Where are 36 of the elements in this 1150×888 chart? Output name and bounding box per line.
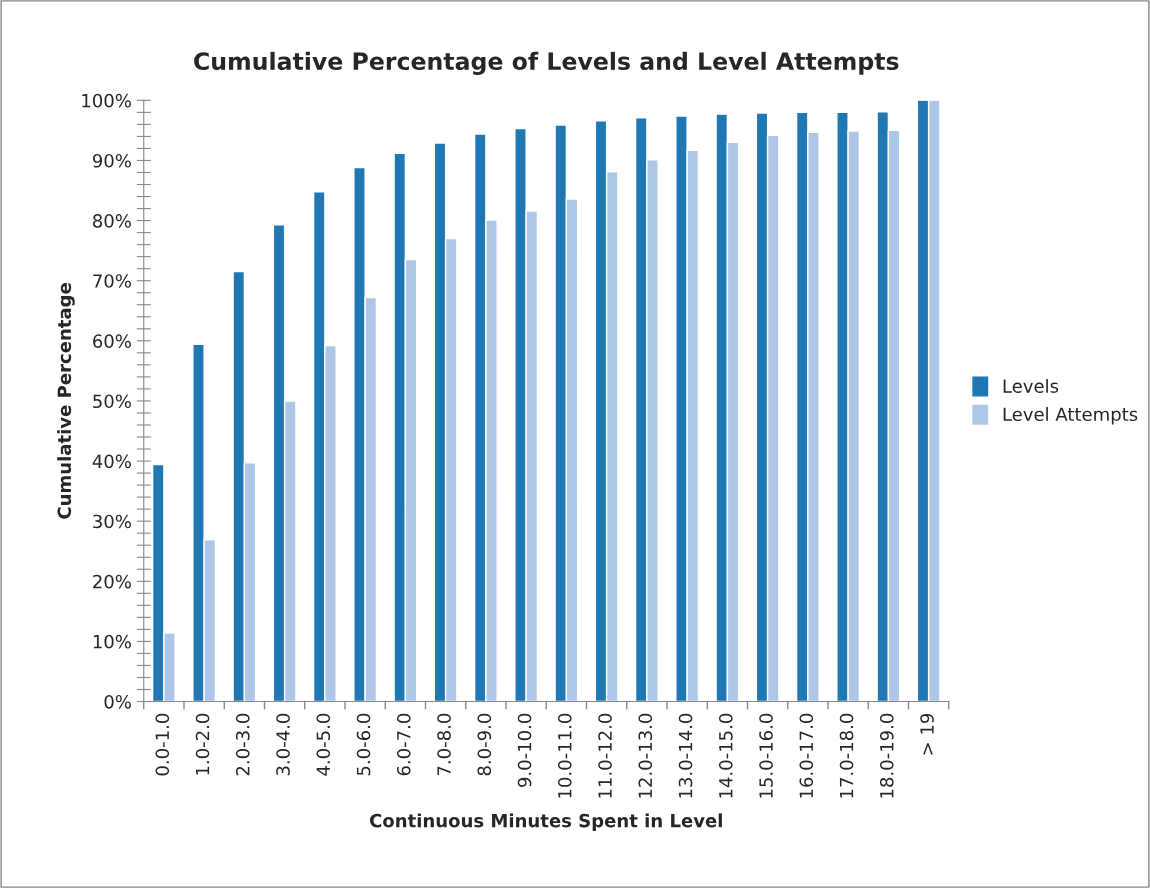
x-tick-label: > 19 (920, 713, 934, 755)
y-tick-label: 20% (93, 574, 131, 589)
legend-label: Level Attempts (1003, 407, 1138, 425)
y-tick-label: 30% (93, 514, 131, 529)
x-tick-label: 4.0-5.0 (316, 713, 331, 776)
x-tick-label: 2.0-3.0 (235, 713, 250, 776)
x-tick-label: 7.0-8.0 (437, 713, 451, 776)
x-tick-label: 10.0-11.0 (557, 713, 572, 798)
x-tick-label: 16.0-17.0 (799, 713, 814, 798)
y-axis-title: Cumulative Percentage (57, 283, 75, 519)
x-tick-label: 3.0-4.0 (276, 713, 290, 776)
x-tick-label: 1.0-2.0 (195, 713, 210, 775)
y-tick-label: 10% (93, 634, 131, 649)
x-tick-label: 0.0-1.0 (155, 713, 170, 776)
x-tick-label: 12.0-13.0 (638, 713, 653, 798)
x-tick-label: 6.0-7.0 (396, 713, 411, 776)
y-tick-label: 0% (104, 694, 131, 709)
y-tick-label: 80% (93, 214, 131, 228)
x-tick-label: 11.0-12.0 (598, 713, 612, 798)
x-tick-label: 14.0-15.0 (718, 713, 733, 798)
y-tick-label: 60% (93, 334, 131, 348)
y-tick-label: 100% (82, 93, 131, 108)
x-tick-label: 5.0-6.0 (356, 713, 371, 776)
legend-label: Levels (1003, 378, 1059, 393)
y-tick-label: 50% (93, 394, 131, 409)
x-tick-label: 13.0-14.0 (678, 713, 693, 798)
x-tick-label: 9.0-10.0 (517, 713, 532, 787)
y-tick-label: 40% (92, 454, 131, 469)
y-tick-label: 90% (92, 153, 131, 168)
x-axis-title: Continuous Minutes Spent in Level (369, 813, 722, 831)
chart-title: Cumulative Percentage of Levels and Level Attempts (194, 51, 899, 75)
y-tick-label: 70% (93, 274, 131, 288)
x-tick-label: 18.0-19.0 (879, 713, 894, 798)
x-tick-label: 15.0-16.0 (759, 713, 773, 798)
x-tick-label: 17.0-18.0 (839, 713, 854, 798)
x-tick-label: 8.0-9.0 (477, 713, 492, 776)
